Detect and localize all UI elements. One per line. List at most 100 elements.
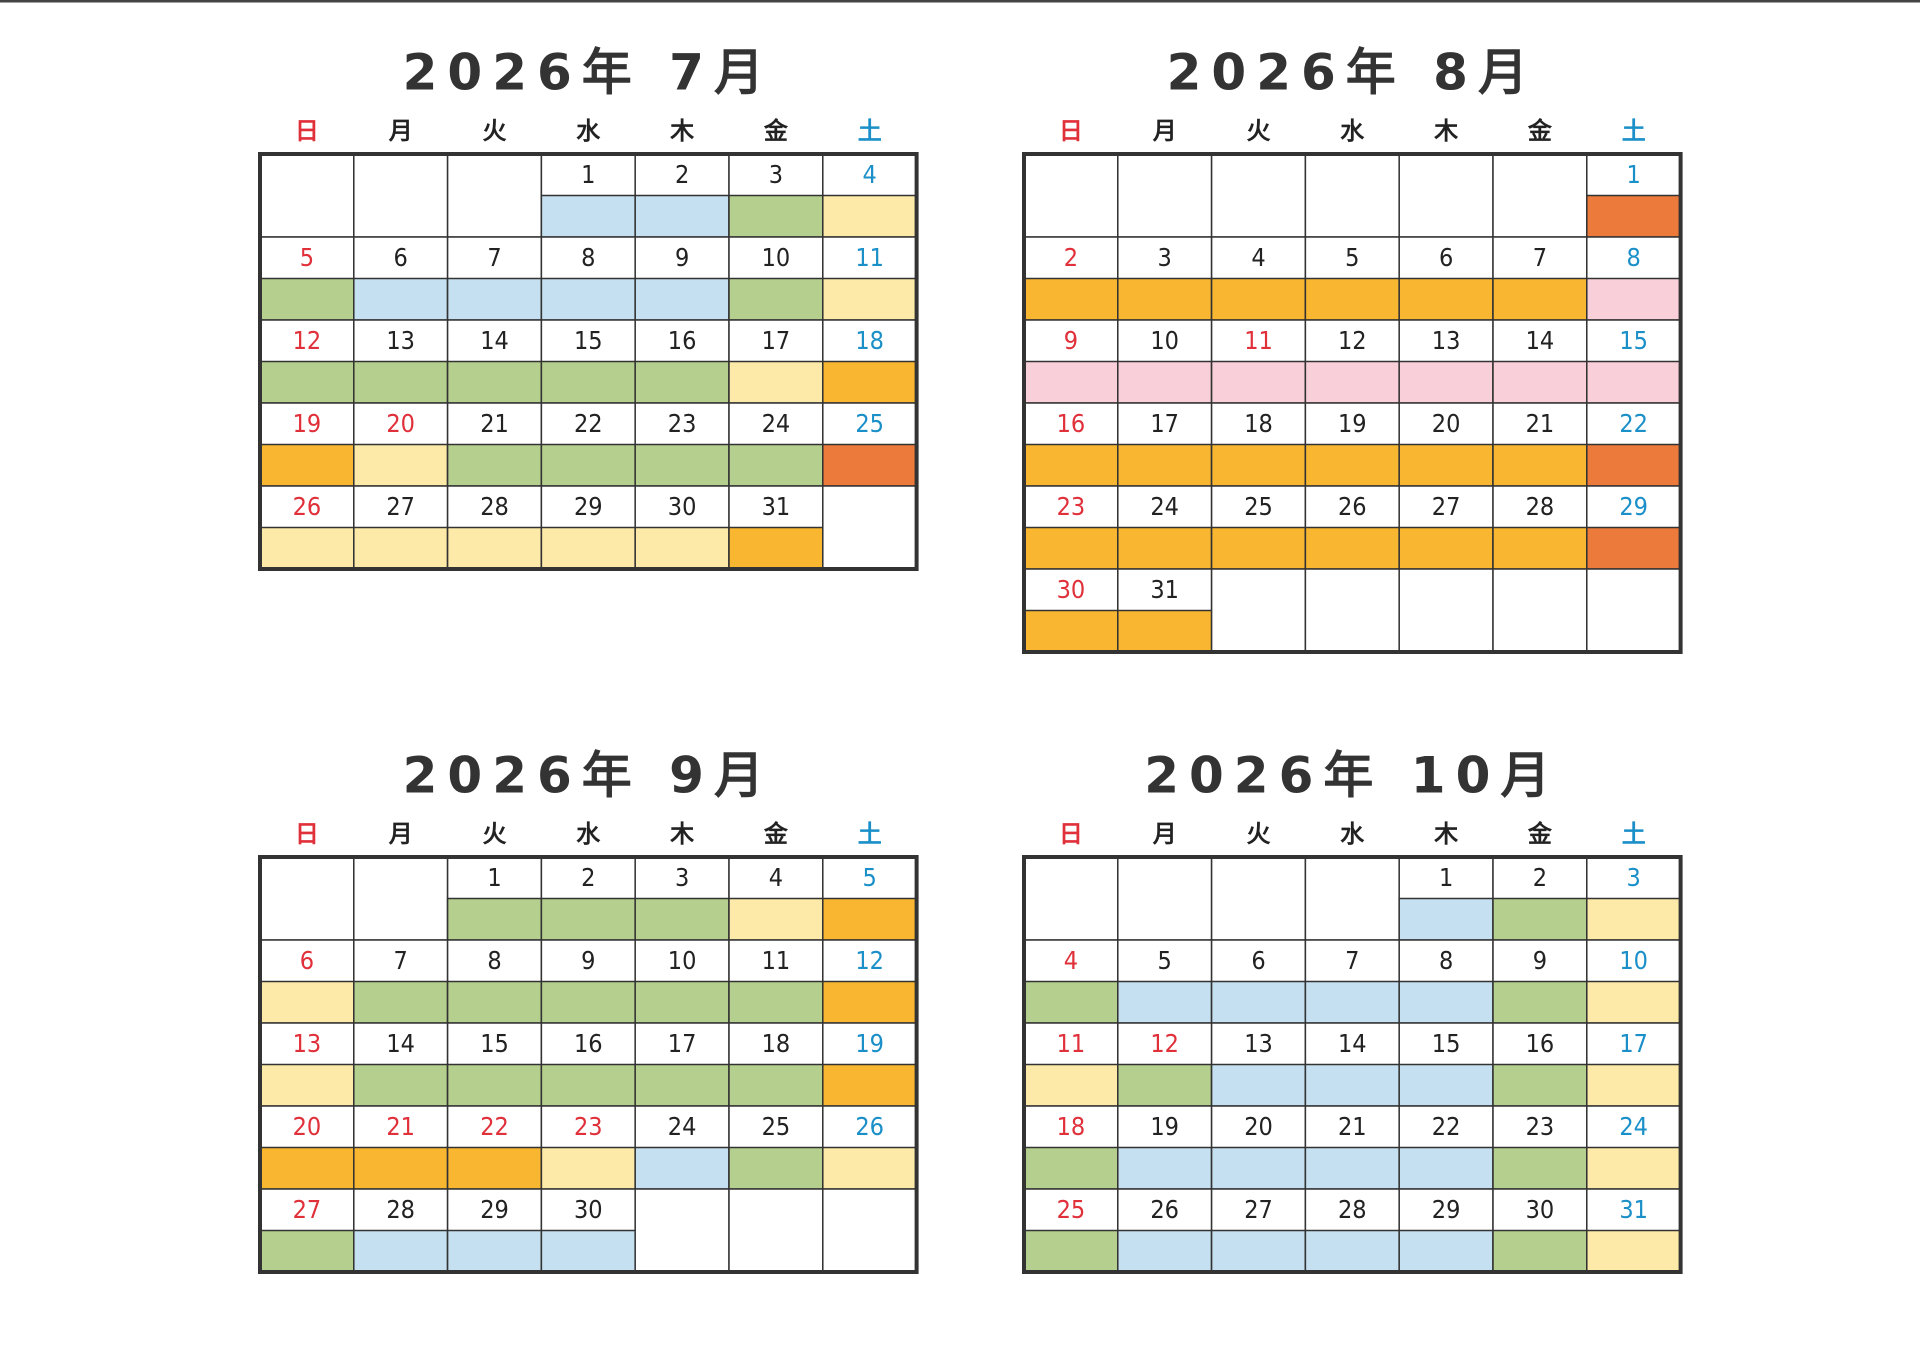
- day-number: 29: [574, 492, 603, 521]
- schedule-band: [446, 1063, 543, 1107]
- day-number: 5: [1345, 243, 1359, 272]
- day-number: 24: [1619, 1112, 1648, 1141]
- day-number: 11: [762, 946, 791, 975]
- day-number: 30: [1526, 1195, 1555, 1224]
- schedule-band: [259, 980, 355, 1024]
- schedule-band: [1586, 897, 1682, 941]
- day-number: 13: [293, 1029, 322, 1058]
- weekday-header: 土: [858, 820, 882, 848]
- schedule-band: [1304, 526, 1400, 570]
- day-cell: [353, 153, 449, 238]
- schedule-band: [728, 1146, 824, 1190]
- day-number: 3: [769, 160, 783, 189]
- schedule-band: [446, 1229, 543, 1273]
- day-number: 10: [1619, 946, 1648, 975]
- schedule-band: [1304, 1063, 1400, 1107]
- schedule-band: [1492, 980, 1588, 1024]
- day-number: 2: [675, 160, 689, 189]
- day-number: 22: [480, 1112, 509, 1141]
- schedule-band: [1117, 1146, 1213, 1190]
- month-calendar: 2026年 8月日月火水木金土12 3 4 5 6 7 89 10 11 12 13 14 1516 17…: [1022, 44, 1683, 654]
- schedule-band: [259, 1229, 355, 1273]
- schedule-band: [634, 277, 730, 321]
- day-number: 1: [581, 160, 595, 189]
- schedule-band: [540, 526, 636, 570]
- schedule-band: [1023, 1229, 1119, 1273]
- schedule-band: [634, 443, 730, 487]
- day-number: 27: [1432, 492, 1461, 521]
- day-number: 31: [1619, 1195, 1648, 1224]
- schedule-band: [634, 1146, 730, 1190]
- schedule-band: [822, 897, 918, 941]
- schedule-band: [1210, 526, 1307, 570]
- day-number: 3: [1158, 243, 1172, 272]
- month-title: 2026年 8月: [1167, 44, 1538, 102]
- schedule-band: [1492, 1146, 1588, 1190]
- day-cell: [1304, 153, 1400, 238]
- day-number: 1: [487, 863, 501, 892]
- schedule-band: [446, 526, 543, 570]
- schedule-band: [259, 1063, 355, 1107]
- schedule-band: [728, 1063, 824, 1107]
- schedule-band: [1398, 980, 1494, 1024]
- weekday-header: 月: [1152, 117, 1177, 145]
- day-number: 27: [386, 492, 415, 521]
- day-number: 5: [1158, 946, 1172, 975]
- schedule-band: [1023, 277, 1119, 321]
- weekday-header: 日: [1059, 117, 1083, 145]
- weekday-header: 月: [1152, 820, 1177, 848]
- schedule-band: [822, 980, 918, 1024]
- day-number: 19: [855, 1029, 884, 1058]
- day-number: 26: [1338, 492, 1367, 521]
- weekday-header: 水: [1340, 820, 1365, 848]
- day-number: 10: [668, 946, 697, 975]
- day-number: 22: [1432, 1112, 1461, 1141]
- day-number: 18: [1057, 1112, 1086, 1141]
- day-number: 28: [386, 1195, 415, 1224]
- schedule-band: [446, 1146, 543, 1190]
- day-number: 4: [1251, 243, 1265, 272]
- day-cell: [1023, 153, 1119, 238]
- schedule-band: [1492, 443, 1588, 487]
- schedule-band: [1492, 277, 1588, 321]
- schedule-band: [1304, 277, 1400, 321]
- schedule-band: [353, 980, 449, 1024]
- day-number: 8: [1439, 946, 1453, 975]
- schedule-band: [540, 980, 636, 1024]
- day-number: 1: [1627, 160, 1641, 189]
- day-number: 21: [1338, 1112, 1367, 1141]
- schedule-band: [1492, 526, 1588, 570]
- schedule-band: [1210, 1146, 1307, 1190]
- day-number: 30: [1057, 575, 1086, 604]
- schedule-band: [1586, 980, 1682, 1024]
- day-cell: [1117, 856, 1213, 941]
- schedule-band: [540, 277, 636, 321]
- schedule-band: [259, 443, 355, 487]
- schedule-band: [822, 1146, 918, 1190]
- schedule-band: [1023, 980, 1119, 1024]
- day-number: 25: [855, 409, 884, 438]
- day-number: 14: [480, 326, 509, 355]
- weekday-header: 月: [388, 820, 413, 848]
- day-number: 22: [574, 409, 603, 438]
- day-number: 2: [1064, 243, 1078, 272]
- day-number: 17: [1150, 409, 1179, 438]
- schedule-band: [1023, 1063, 1119, 1107]
- schedule-band: [1304, 1146, 1400, 1190]
- schedule-band: [540, 897, 636, 941]
- schedule-band: [822, 360, 918, 404]
- schedule-band: [1023, 443, 1119, 487]
- schedule-band: [634, 980, 730, 1024]
- weekday-header: 月: [388, 117, 413, 145]
- schedule-band: [822, 1063, 918, 1107]
- day-number: 2: [1533, 863, 1547, 892]
- day-cell: [1304, 568, 1400, 653]
- day-cell: [1210, 153, 1307, 238]
- day-number: 18: [762, 1029, 791, 1058]
- month-calendar: 2026年 10月日月火水木金土1 2 34 5 6 7 8 9 1011 12 13 14 15 16 1…: [1022, 747, 1683, 1274]
- schedule-band: [353, 443, 449, 487]
- schedule-band: [1398, 526, 1494, 570]
- schedule-band: [1304, 980, 1400, 1024]
